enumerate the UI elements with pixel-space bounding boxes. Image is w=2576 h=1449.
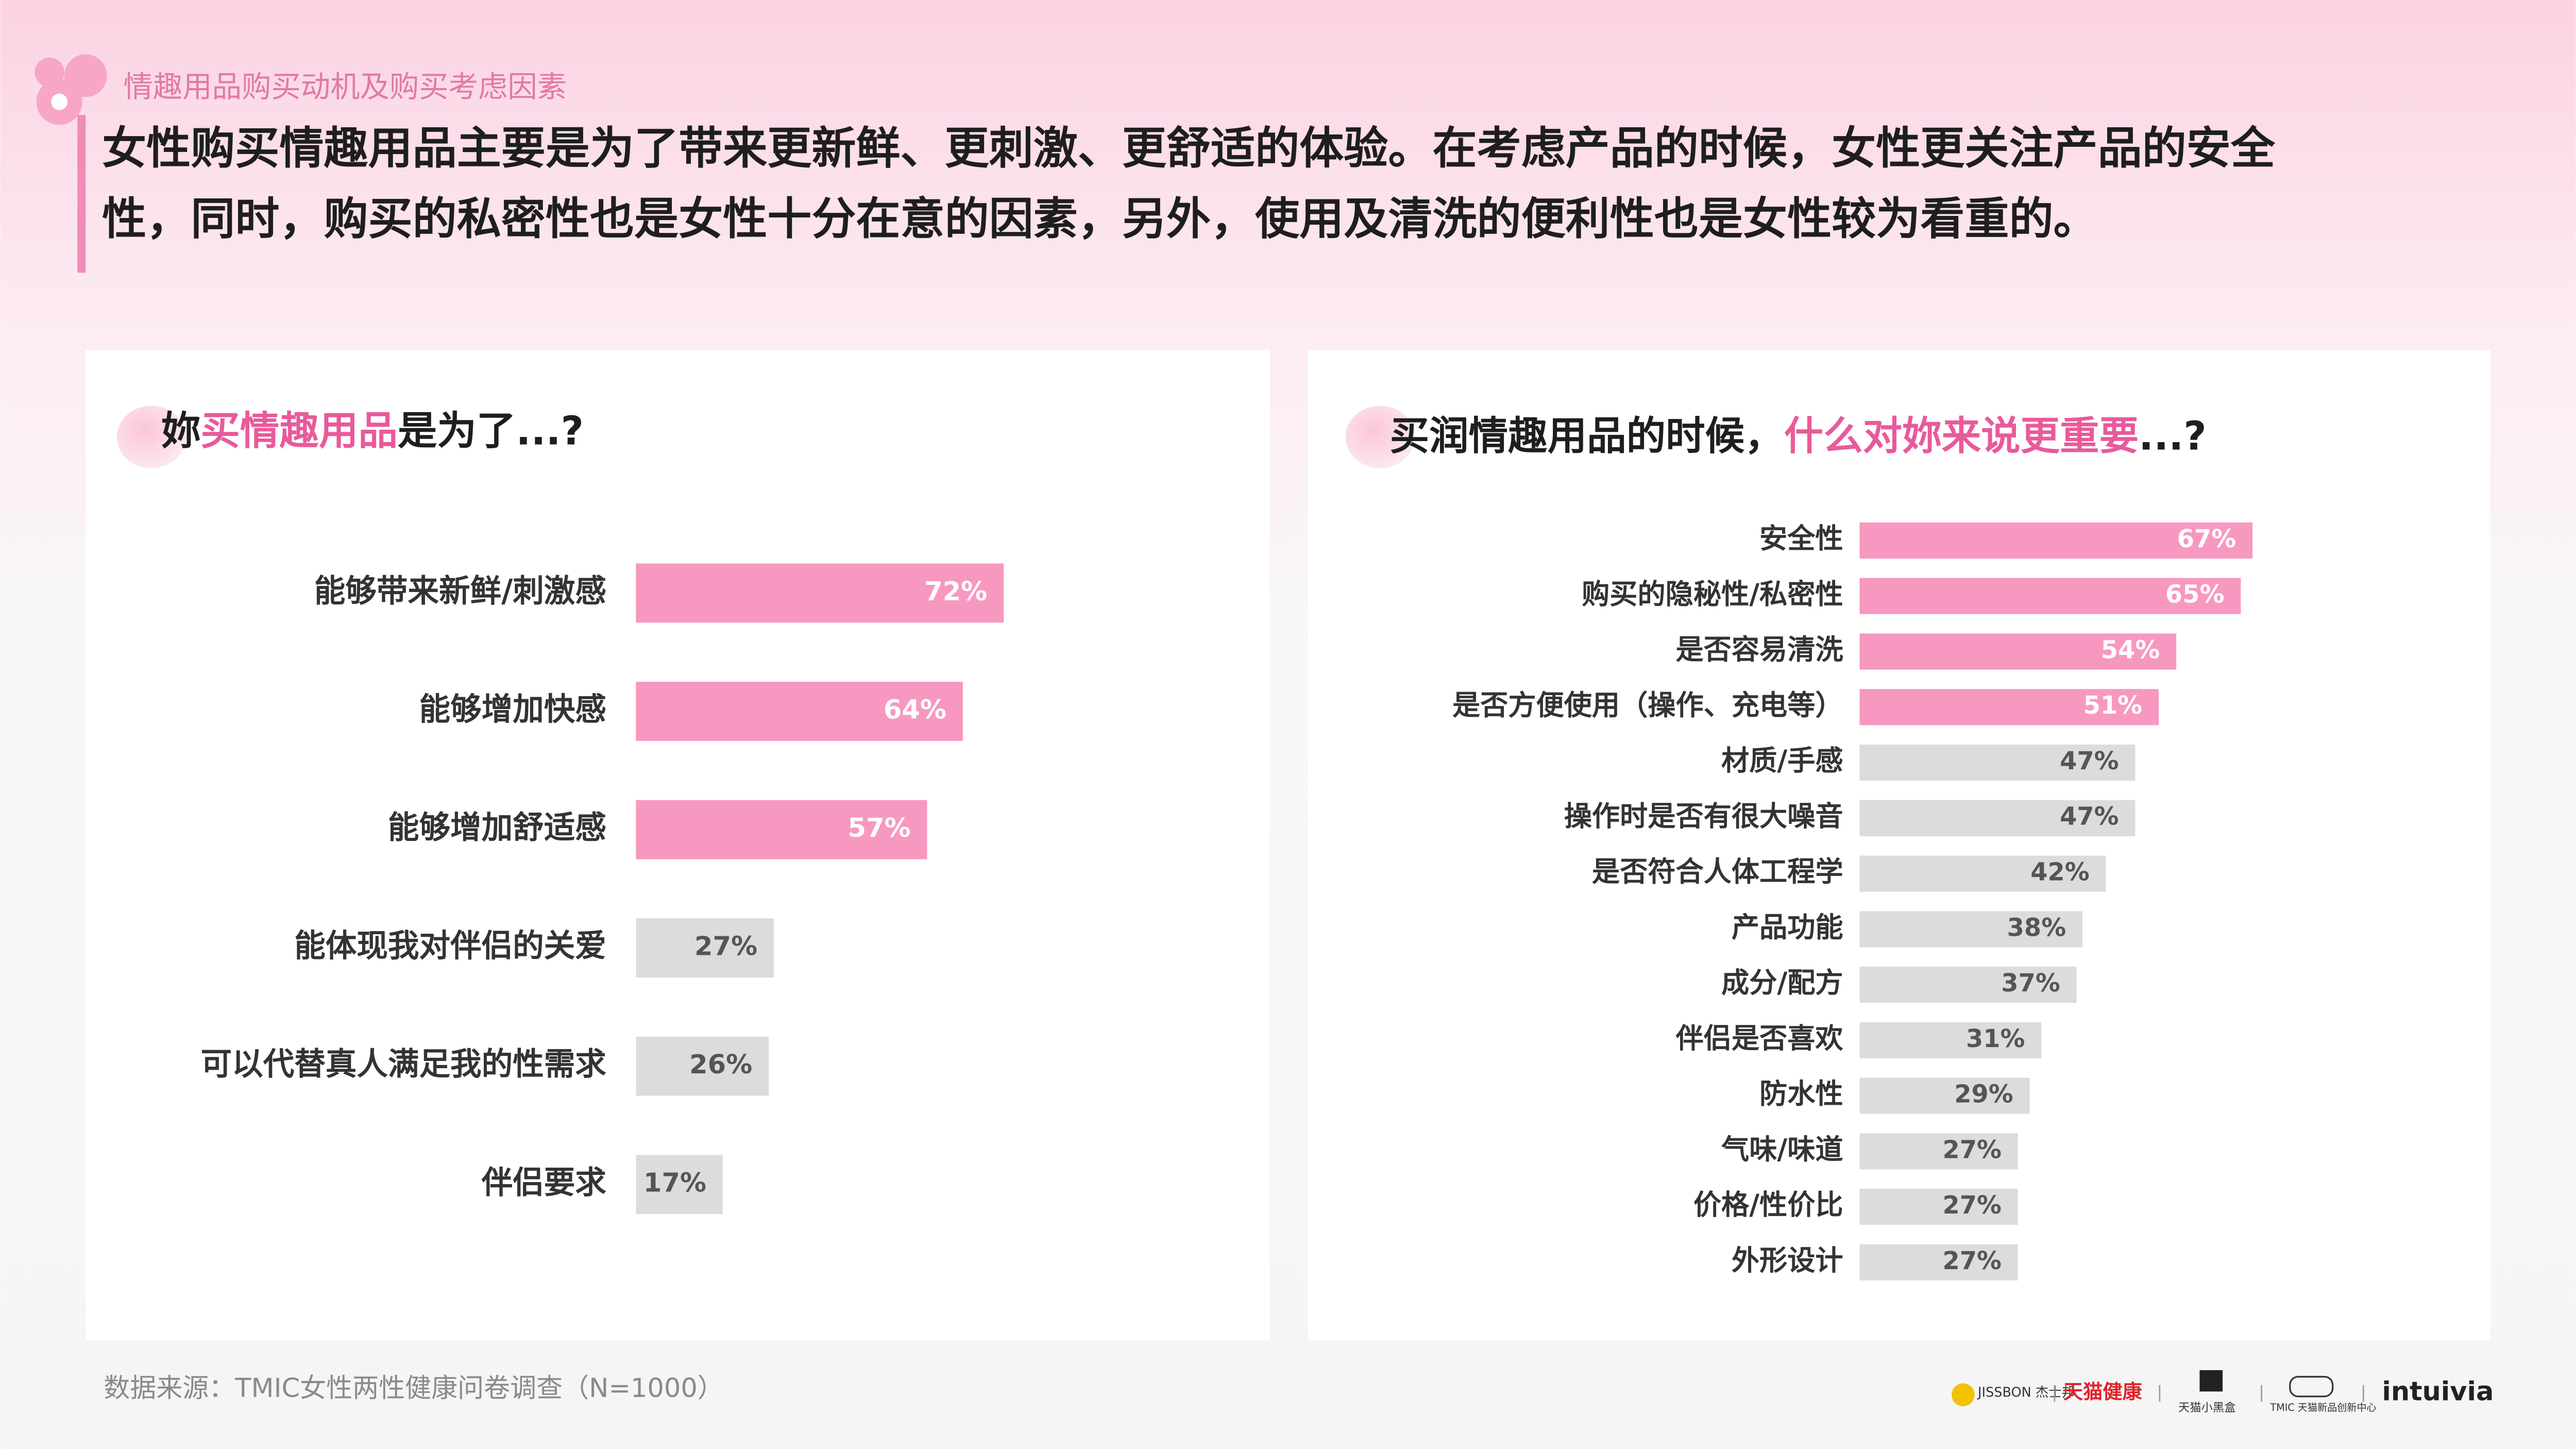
title-part: 什么对妳来说更重要 bbox=[1784, 413, 2139, 459]
value-label: 27% bbox=[1942, 1136, 2001, 1164]
bar bbox=[1859, 1077, 2030, 1114]
logo: JISSBON 杰士邦 bbox=[1977, 1385, 2075, 1401]
category-label: 能够带来新鲜/刺激感 bbox=[314, 574, 606, 610]
title-blob bbox=[116, 406, 186, 468]
chart-title: 买润情趣用品的时候，什么对妳来说更重要...? bbox=[1390, 413, 2207, 459]
bar bbox=[1859, 1244, 2018, 1280]
category-label: 成分/配方 bbox=[1721, 967, 1843, 999]
value-label: 38% bbox=[2007, 914, 2066, 942]
title-part: 买润情趣用品的时候， bbox=[1390, 413, 1784, 459]
title-blob bbox=[1345, 406, 1415, 468]
section-title: 情趣用品购买动机及购买考虑因素 bbox=[124, 70, 567, 104]
bar bbox=[1859, 1022, 2042, 1058]
category-label: 材质/手感 bbox=[1721, 745, 1843, 777]
category-label: 操作时是否有很大噪音 bbox=[1564, 800, 1843, 832]
chart-title: 妳买情趣用品是为了...? bbox=[161, 409, 584, 454]
bar bbox=[1859, 1133, 2018, 1170]
source-note: 数据来源：TMIC女性两性健康问卷调查（N=1000） bbox=[104, 1373, 723, 1404]
logo: 天猫健康 bbox=[2063, 1380, 2143, 1404]
value-label: 29% bbox=[1954, 1081, 2013, 1109]
bar bbox=[636, 918, 774, 978]
value-label: 47% bbox=[2060, 747, 2119, 776]
value-label: 26% bbox=[689, 1050, 752, 1080]
headline: 女性购买情趣用品主要是为了带来更新鲜、更刺激、更舒适的体验。在考虑产品的时候，女… bbox=[102, 123, 2276, 174]
value-label: 64% bbox=[884, 695, 946, 725]
category-label: 是否方便使用（操作、充电等） bbox=[1452, 689, 1843, 721]
category-label: 是否容易清洗 bbox=[1675, 633, 1843, 666]
bar bbox=[636, 682, 963, 741]
value-label: 47% bbox=[2060, 803, 2119, 831]
logos: JISSBON 杰士邦 | 天猫健康 | 天猫小黑盒 | TMIC 天猫新品创新… bbox=[1952, 1370, 2494, 1414]
flower-icon bbox=[35, 54, 107, 125]
value-label: 27% bbox=[694, 932, 757, 962]
bar bbox=[1859, 1188, 2018, 1225]
category-label: 气味/味道 bbox=[1721, 1133, 1843, 1166]
value-label: 57% bbox=[848, 813, 910, 844]
category-label: 防水性 bbox=[1759, 1077, 1843, 1110]
separator: | bbox=[2361, 1383, 2366, 1402]
panel bbox=[1308, 350, 2490, 1341]
category-label: 能够增加舒适感 bbox=[388, 810, 606, 846]
category-label: 安全性 bbox=[1759, 523, 1843, 555]
bar bbox=[636, 800, 927, 860]
value-label: 27% bbox=[1942, 1191, 2001, 1220]
bar bbox=[1859, 800, 2136, 836]
bar bbox=[1859, 966, 2077, 1003]
headline: 性，同时，购买的私密性也是女性十分在意的因素，另外，使用及清洗的便利性也是女性较… bbox=[102, 193, 2098, 245]
value-label: 27% bbox=[1942, 1247, 2001, 1275]
category-label: 价格/性价比 bbox=[1693, 1189, 1843, 1221]
value-label: 67% bbox=[2177, 525, 2236, 553]
category-label: 能体现我对伴侣的关爱 bbox=[294, 928, 606, 964]
title-part: ...? bbox=[2139, 413, 2207, 459]
bar bbox=[1859, 911, 2083, 948]
separator: | bbox=[2259, 1383, 2264, 1402]
bar bbox=[1859, 578, 2241, 614]
separator: | bbox=[2157, 1383, 2163, 1402]
logo-icon bbox=[2199, 1370, 2223, 1392]
bar bbox=[1859, 633, 2177, 670]
bar bbox=[1859, 689, 2159, 726]
category-label: 外形设计 bbox=[1732, 1244, 1843, 1276]
category-label: 能够增加快感 bbox=[419, 692, 606, 728]
category-label: 是否符合人体工程学 bbox=[1592, 855, 1843, 888]
value-label: 65% bbox=[2165, 581, 2224, 609]
category-label: 伴侣是否喜欢 bbox=[1675, 1022, 1843, 1054]
value-label: 42% bbox=[2030, 858, 2089, 886]
category-label: 购买的隐秘性/私密性 bbox=[1582, 578, 1843, 610]
title-part: 妳 bbox=[161, 409, 201, 454]
logo: 天猫小黑盒 bbox=[2178, 1401, 2236, 1414]
value-label: 51% bbox=[2083, 692, 2142, 720]
logo: intuivia bbox=[2382, 1377, 2494, 1407]
logo: TMIC 天猫新品创新中心 bbox=[2270, 1402, 2377, 1413]
value-label: 37% bbox=[2001, 969, 2060, 998]
value-label: 31% bbox=[1966, 1025, 2025, 1053]
accent-bar bbox=[77, 115, 86, 273]
value-label: 72% bbox=[924, 577, 987, 607]
title-part: 是为了...? bbox=[398, 409, 584, 454]
value-label: 54% bbox=[2101, 636, 2160, 664]
logo-icon bbox=[2289, 1376, 2334, 1397]
value-label: 17% bbox=[643, 1168, 706, 1199]
bar bbox=[1859, 522, 2253, 559]
category-label: 可以代替真人满足我的性需求 bbox=[201, 1047, 607, 1083]
bar bbox=[1859, 744, 2136, 781]
bar bbox=[636, 1155, 723, 1215]
bar bbox=[636, 563, 1004, 623]
bar bbox=[636, 1036, 769, 1096]
bar bbox=[1859, 855, 2106, 892]
category-label: 产品功能 bbox=[1732, 911, 1843, 943]
category-label: 伴侣要求 bbox=[481, 1165, 607, 1201]
separator: | bbox=[2052, 1383, 2058, 1402]
title-part: 买情趣用品 bbox=[200, 409, 398, 454]
